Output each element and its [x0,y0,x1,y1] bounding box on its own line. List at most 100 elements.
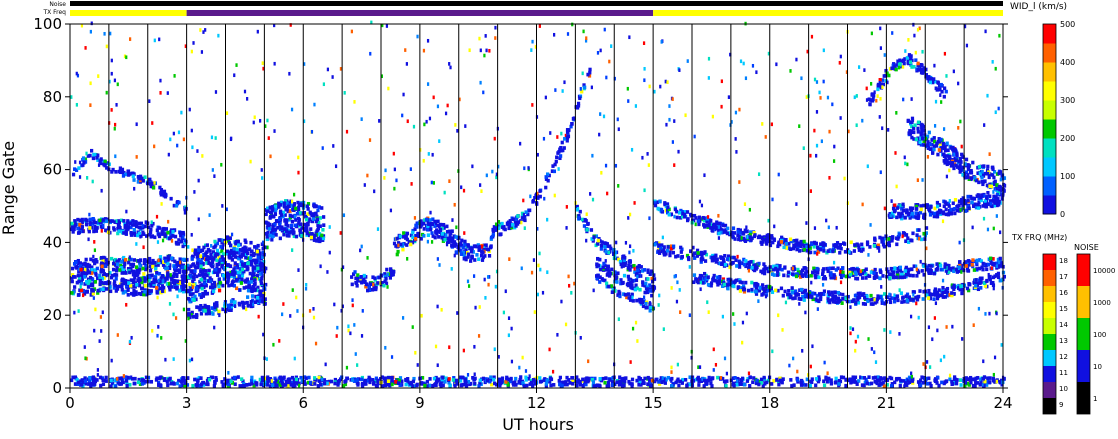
echo-cell [780,235,784,240]
echo-cell [244,246,248,251]
echo-cell [450,229,454,234]
echo-cell [984,204,988,209]
echo-cell [383,274,387,279]
echo-cell [739,231,743,235]
echo-cell [461,246,465,250]
echo-cell [390,379,394,383]
echo-cell [662,377,666,382]
echo-cell [940,380,944,385]
echo-cell [149,284,153,288]
echo-cell [277,205,281,209]
echo-cell [234,241,238,246]
echo-cell [704,273,708,278]
echo-cell [248,247,252,252]
echo-cell [953,156,957,161]
echo-cell [255,298,260,303]
echo-cell [351,272,356,276]
echo-cell [227,241,232,245]
echo-cell [821,241,825,245]
echo-cell [912,126,916,131]
echo-cell [907,296,911,301]
echo-cell [154,266,158,271]
echo-cell [318,239,322,244]
echo-cell [695,253,700,258]
echo-cell [980,175,984,180]
echo-cell [950,379,954,384]
echo-cell [189,269,193,273]
echo-cell [876,243,880,248]
echo-cell [607,274,612,278]
echo-cell [981,204,985,208]
echo-cell [786,273,790,278]
echo-cell [578,94,583,99]
echo-cell [938,84,942,88]
echo-cell [237,243,241,248]
echo-cell [93,261,97,266]
echo-cell [97,220,101,225]
echo-cell [605,244,609,248]
echo-cell [303,228,307,233]
echo-cell [598,275,602,280]
echo-cell [102,162,106,167]
echo-cell [761,270,765,275]
echo-cell [129,225,133,230]
echo-cell [625,282,630,287]
echo-cell [952,287,956,292]
echo-cell [111,267,116,272]
echo-cell [252,269,256,274]
echo-cell [578,96,582,101]
echo-cell [421,382,425,386]
echo-cell [103,256,107,260]
echo-cell [938,210,942,215]
echo-cell [434,375,438,380]
echo-cell [234,286,239,291]
echo-cell [192,298,196,302]
echo-cell [101,273,106,278]
echo-cell [659,246,663,250]
echo-cell [740,261,744,266]
echo-cell [89,283,94,288]
echo-cell [608,271,612,276]
echo-cell [473,381,477,386]
echo-cell [673,207,678,212]
echo-cell [659,207,664,212]
echo-cell [583,217,587,222]
echo-cell [109,275,114,280]
echo-cell [985,279,989,283]
echo-cell [235,247,239,252]
echo-cell [212,280,217,285]
echo-cell [183,265,187,269]
echo-cell [273,229,277,233]
echo-cell [126,288,130,292]
echo-cell [211,250,215,254]
echo-cell [703,216,708,221]
echo-cell [278,217,282,221]
echo-cell [76,217,80,222]
echo-cell [244,253,249,257]
echo-cell [925,134,930,139]
echo-cell [203,281,207,286]
echo-cell [302,222,306,227]
echo-cell [804,383,808,387]
echo-cell [848,272,853,277]
echo-cell [117,284,122,289]
echo-cell [217,277,221,281]
echo-cell [279,203,283,207]
echo-cell [857,295,862,300]
echo-cell [900,216,904,221]
echo-cell [398,234,402,239]
echo-cell [692,218,696,223]
echo-cell [437,235,441,239]
echo-cell [258,292,262,297]
echo-cell [190,286,194,291]
echo-cell [742,257,746,262]
echo-cell [969,176,973,180]
echo-cell [528,208,532,213]
echo-cell [150,261,155,266]
echo-cell [286,204,290,209]
echo-cell [115,287,120,291]
echo-cell [138,264,142,268]
echo-cell [414,236,418,241]
echo-cell [936,290,940,295]
echo-cell [314,238,319,243]
